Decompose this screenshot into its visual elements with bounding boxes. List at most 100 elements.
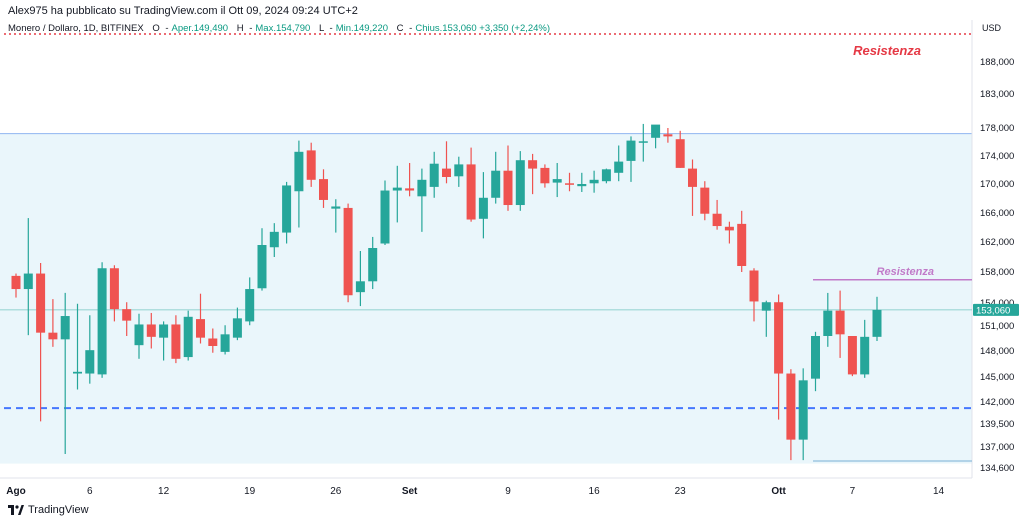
candle-body [786,373,796,440]
candle-body [872,309,882,337]
high-label: H [236,23,244,34]
candle-body [712,213,722,227]
price-tick-label: 170,000 [980,179,1014,190]
candle-body [466,164,476,220]
candle-body [269,231,279,248]
candle-body [749,270,759,302]
candle-body [331,206,341,209]
price-tick-label: 188,000 [980,57,1014,68]
time-tick-label: Ott [771,486,786,497]
candle-body [626,140,636,161]
time-tick-label: 26 [330,486,342,497]
candle-body [860,336,870,375]
time-tick-label: 23 [675,486,687,497]
time-tick-label: 12 [158,486,170,497]
time-tick-label: 16 [589,486,601,497]
price-tick-label: 158,000 [980,267,1014,278]
symbol-label: Monero / Dollaro, 1D, BITFINEX [8,23,144,34]
price-tick-label: 151,000 [980,321,1014,332]
candle-body [478,197,488,219]
candle-body [503,170,513,206]
candle-body [183,316,193,358]
high-value: Max.154,790 [255,23,311,34]
currency-label: USD [982,23,1002,33]
candle-body [208,338,218,346]
candle-body [392,187,402,191]
candle-body [97,268,107,375]
price-tick-label: 145,000 [980,372,1014,383]
candle-body [405,188,415,191]
ohlc-legend: Monero / Dollaro, 1D, BITFINEX O - Aper.1… [8,23,551,34]
candle-body [638,141,648,143]
time-tick-label: 9 [505,486,511,497]
price-tick-label: 183,000 [980,89,1014,100]
candle-body [601,169,611,182]
candle-body [171,324,181,359]
candle-body [847,336,857,375]
candle-body [257,245,267,289]
candle-body [380,190,390,244]
candle-body [85,350,95,374]
candle-body [700,187,710,214]
candle-body [811,336,820,379]
candle-body [454,164,464,177]
candle-body [282,185,292,233]
candle-body [835,310,845,335]
price-tick-label: 162,000 [980,237,1014,248]
candle-body [491,170,501,198]
last-price-badge [973,303,1019,316]
candle-body [429,163,439,187]
candle-body [355,281,365,293]
candle-body [651,124,661,138]
candle-body [232,318,242,338]
resistance-annotation-purple: Resistenza [877,266,934,278]
candle-body [73,371,82,374]
time-tick-label: 6 [87,486,93,497]
candle-body [515,160,525,206]
candle-body [134,324,144,346]
candle-body [737,223,747,266]
time-tick-label: Ago [6,486,25,497]
candle-body [306,150,316,180]
price-tick-label: 134,600 [980,463,1014,474]
close-label: C [396,23,404,34]
candle-body [442,168,451,177]
time-tick-label: 19 [244,486,256,497]
time-tick-label: 14 [933,486,945,497]
candles-group [11,123,882,461]
candle-body [196,319,205,338]
candle-body [122,309,132,321]
candle-body [368,248,378,282]
low-label: L [318,23,324,34]
candle-body [109,268,119,310]
candle-body [245,289,255,322]
last-price-label: 153,060 [976,305,1010,316]
price-tick-label: 148,000 [980,346,1014,357]
candle-body [60,316,70,340]
candle-body [159,324,169,338]
candle-body [577,184,587,187]
time-axis: Ago 6 12 19 26 Set 9 16 23 Ott 7 14 [6,486,944,497]
open-label: O [152,23,160,34]
candle-body [552,179,562,183]
candle-body [675,139,685,168]
price-axis: USD 188,000 183,000 178,000 174,000 170,000 16… [973,23,1019,474]
candle-body [589,179,599,184]
close-value: Chius.153,060 [415,23,477,34]
candle-body [417,179,427,197]
candle-body [565,183,574,185]
candle-body [11,275,21,290]
candle-body [23,273,33,290]
candle-body [146,324,156,337]
price-tick-label: 166,000 [980,208,1014,219]
footer-brand: TradingView [8,504,89,516]
open-value: Aper.149,490 [171,23,229,34]
candle-body [540,167,550,184]
publish-info: Alex975 ha pubblicato su TradingView.com… [8,5,358,17]
tradingview-logo-icon [8,505,24,515]
candle-body [798,380,808,440]
candle-body [761,302,771,311]
price-tick-label: 137,000 [980,442,1014,453]
price-tick-label: 139,500 [980,419,1014,430]
